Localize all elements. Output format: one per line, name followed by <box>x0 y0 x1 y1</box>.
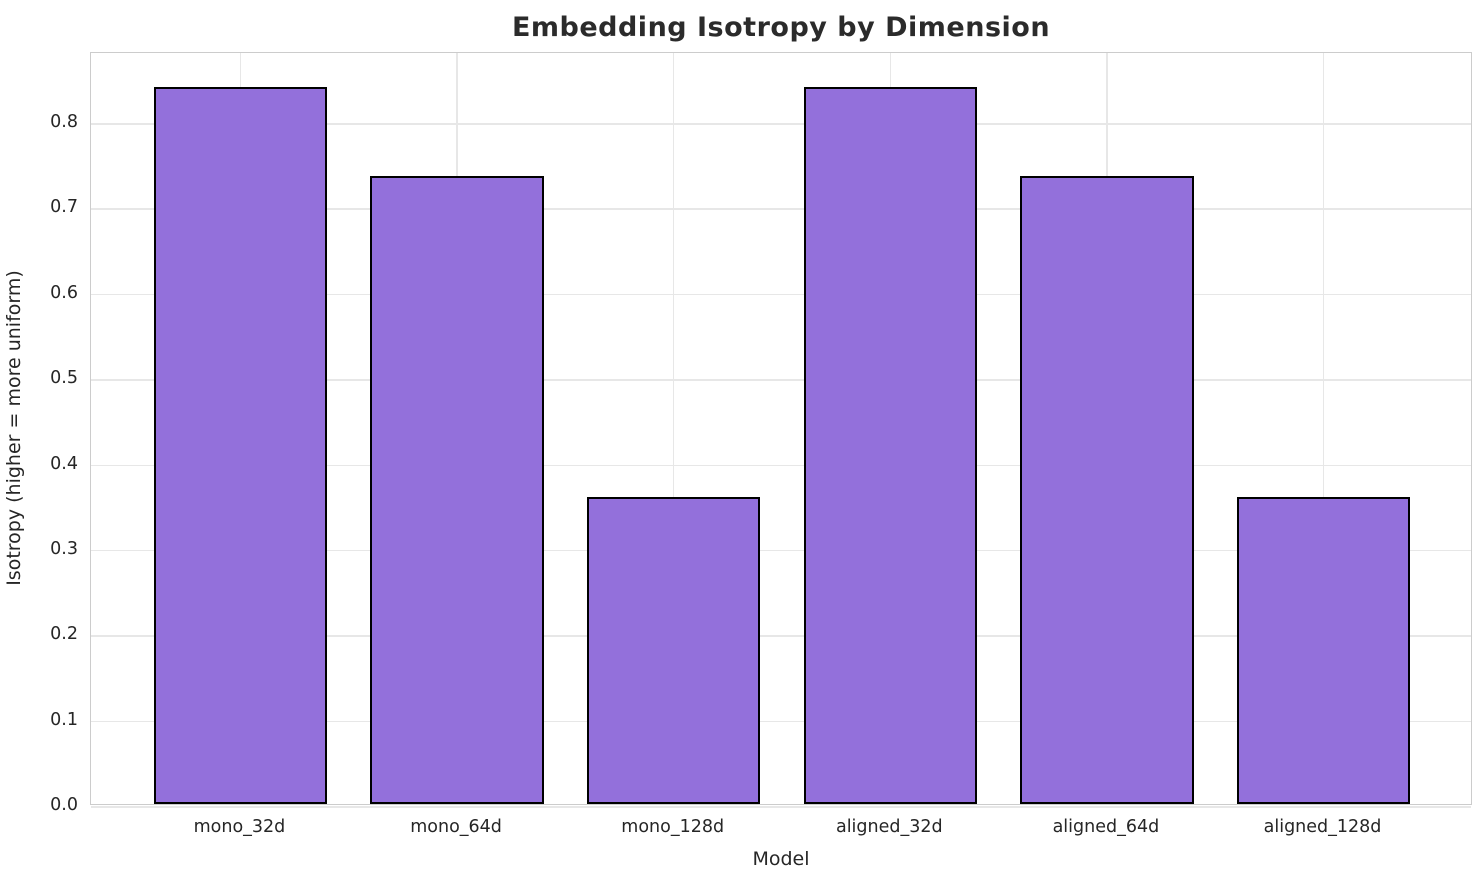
bar-aligned_32d <box>803 86 977 804</box>
y-axis-title: Isotropy (higher = more uniform) <box>3 270 25 586</box>
x-tick-label-aligned_128d: aligned_128d <box>1263 817 1382 837</box>
x-tick-label-aligned_64d: aligned_64d <box>1052 817 1160 837</box>
x-gridline <box>1322 53 1325 804</box>
y-tick-label: 0.2 <box>50 624 78 645</box>
bar-aligned_64d <box>1020 175 1194 804</box>
y-gridline <box>91 806 1471 808</box>
x-tick-label-aligned_32d: aligned_32d <box>835 817 943 837</box>
bar-mono_128d <box>587 496 761 804</box>
chart-title: Embedding Isotropy by Dimension <box>511 12 1051 43</box>
y-gridline <box>91 464 1471 466</box>
bar-mono_64d <box>370 175 544 804</box>
y-tick-label: 0.0 <box>50 795 78 815</box>
bar-aligned_128d <box>1236 496 1411 804</box>
y-gridline <box>91 720 1471 723</box>
y-tick-label: 0.7 <box>50 197 78 218</box>
y-tick-label: 0.4 <box>50 453 78 474</box>
y-tick-label: 0.1 <box>50 709 78 730</box>
x-tick-label-mono_64d: mono_64d <box>410 817 502 837</box>
y-gridline <box>91 293 1471 296</box>
plot-area <box>90 52 1472 808</box>
y-tick-label: 0.3 <box>50 538 78 559</box>
y-tick-label: 0.8 <box>50 112 78 132</box>
y-gridline <box>91 549 1471 552</box>
y-gridline <box>91 123 1471 125</box>
x-axis-title: Model <box>752 848 810 870</box>
y-tick-label: 0.6 <box>50 282 78 303</box>
x-gridline <box>672 53 675 804</box>
y-gridline <box>91 208 1471 210</box>
x-tick-label-mono_32d: mono_32d <box>193 817 286 837</box>
y-tick-label: 0.5 <box>50 368 78 389</box>
bar-mono_32d <box>153 86 328 804</box>
y-gridline <box>91 635 1471 637</box>
y-gridline <box>91 379 1471 381</box>
x-tick-label-mono_128d: mono_128d <box>621 817 725 837</box>
